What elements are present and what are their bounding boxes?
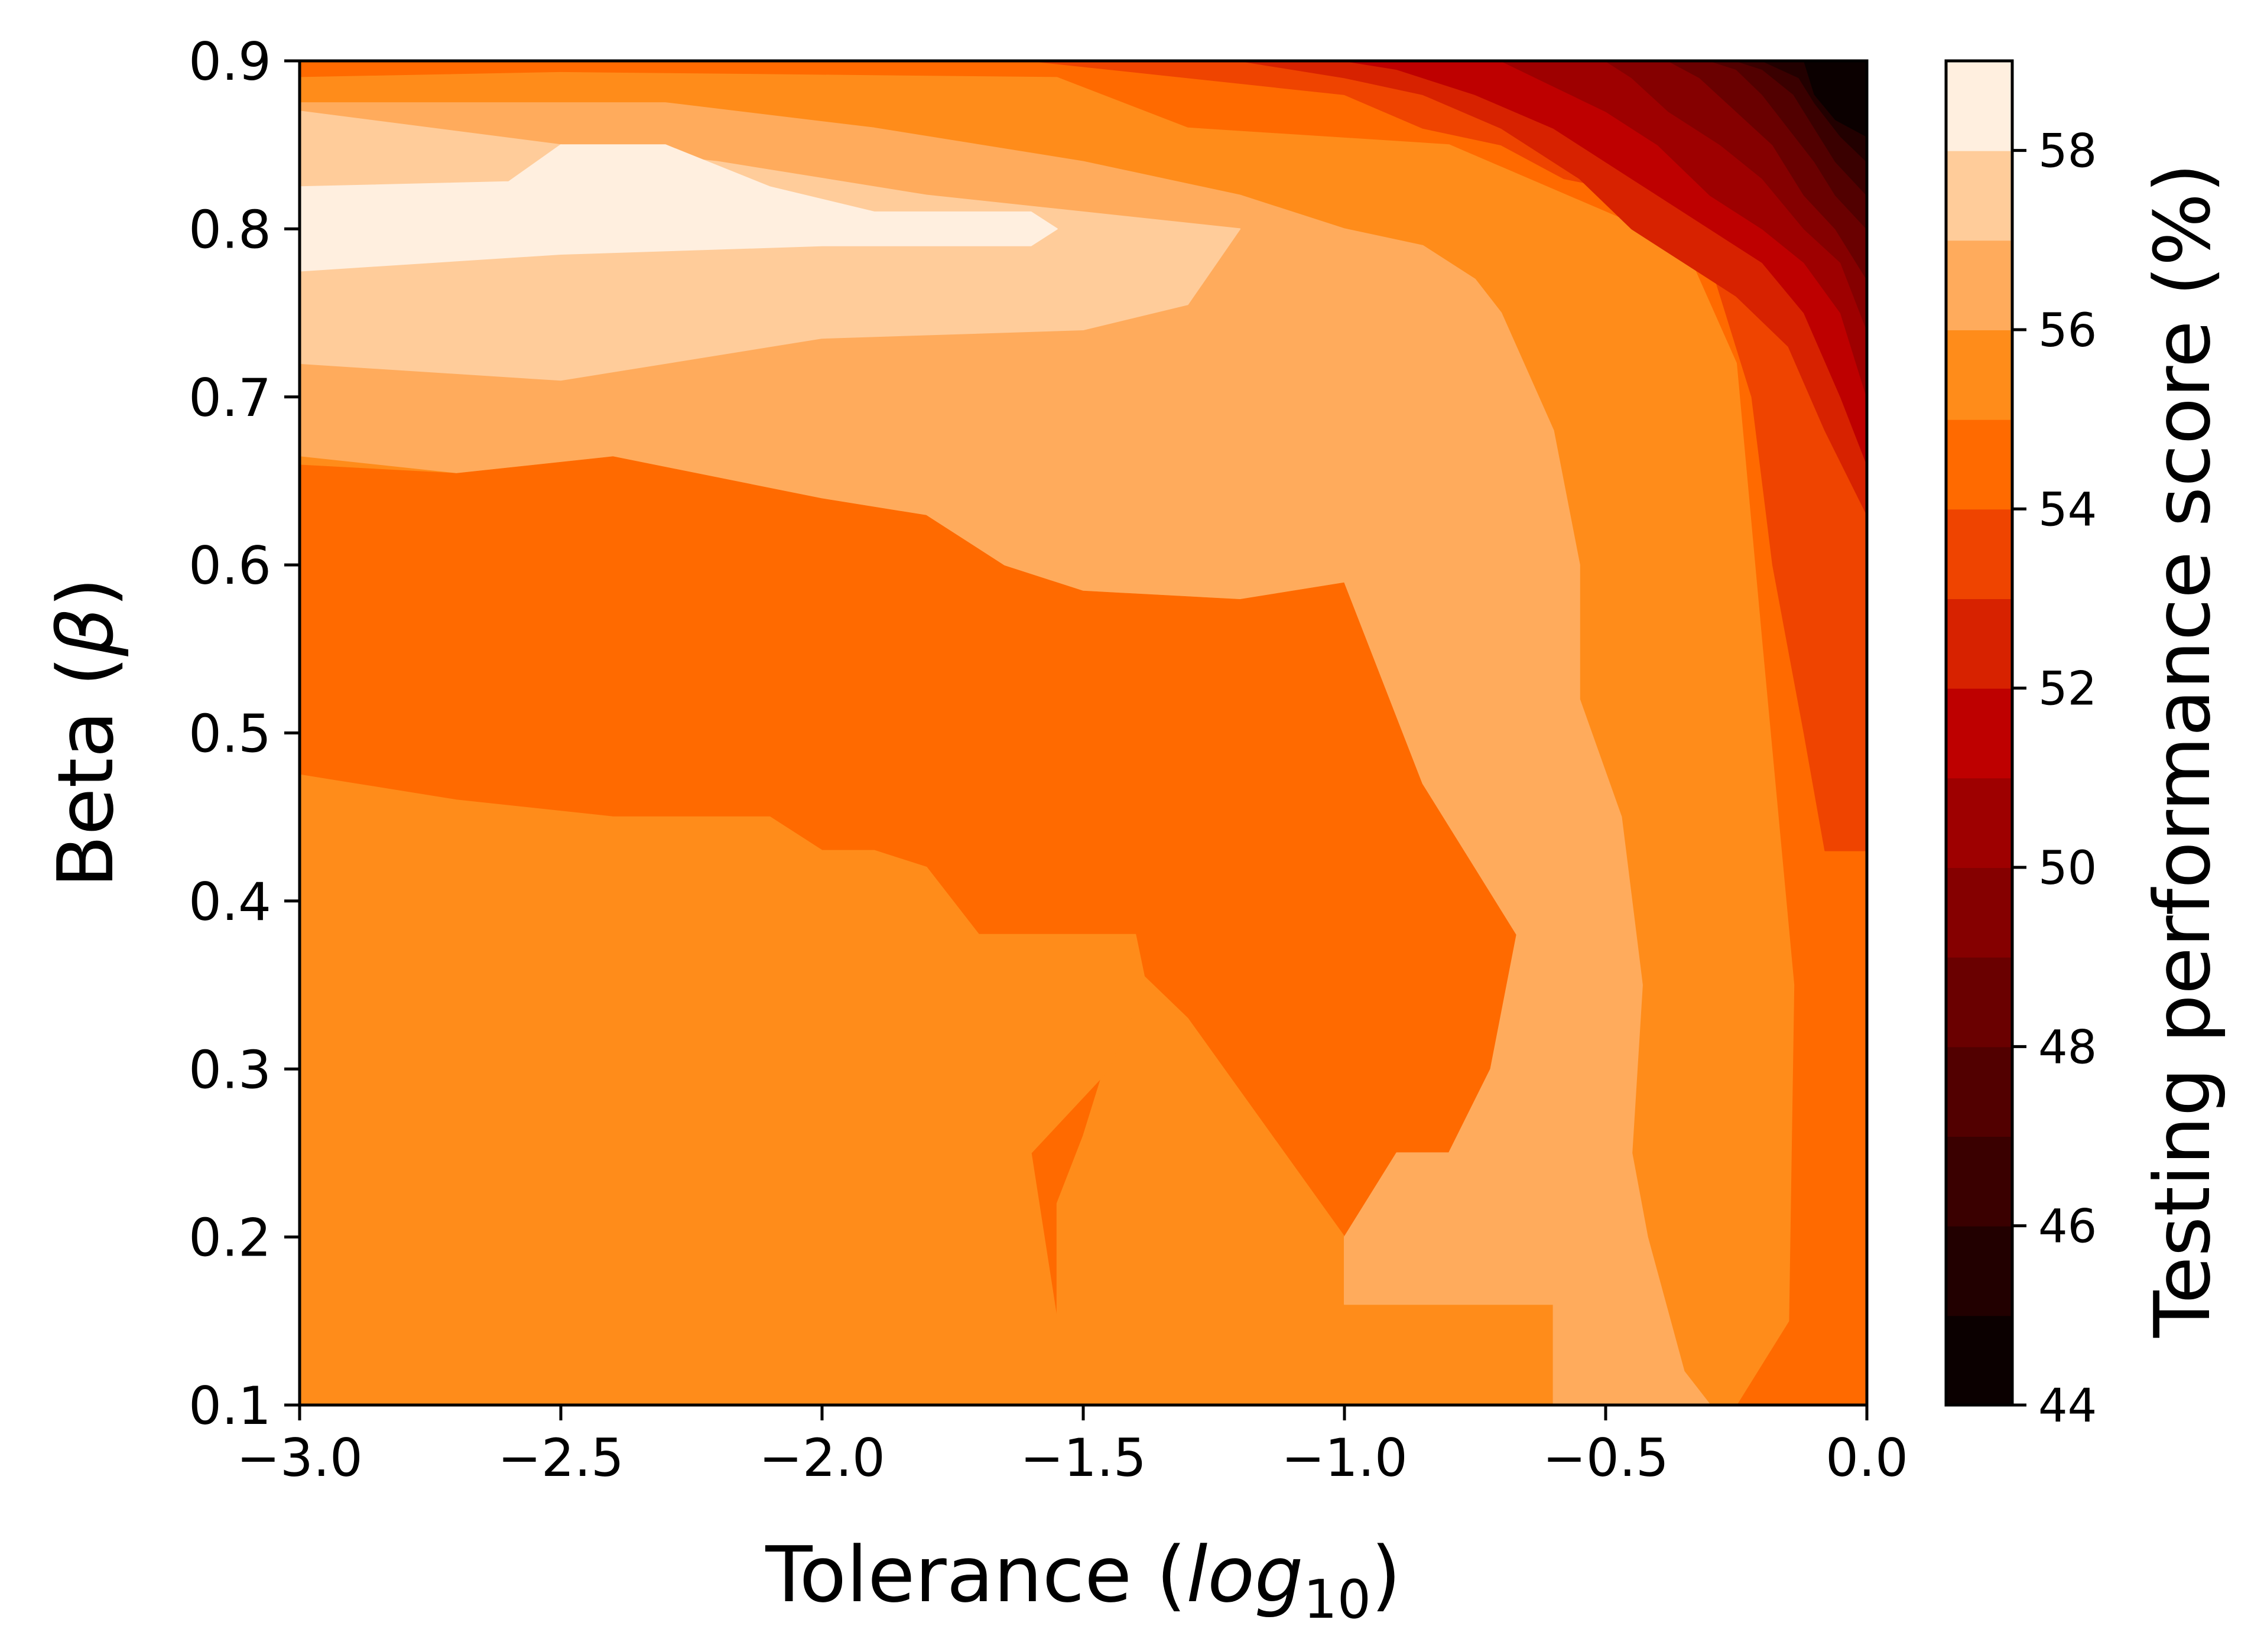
colorbar-segment (1946, 509, 2012, 599)
contour-region-5 (300, 144, 1058, 272)
colorbar-tick-label: 50 (2038, 842, 2097, 895)
y-tick-label: 0.6 (189, 535, 271, 596)
colorbar-tick-label: 48 (2038, 1021, 2097, 1074)
y-tick-label: 0.8 (189, 199, 271, 260)
colorbar-title: Testing performance score (%) (2138, 163, 2227, 1338)
colorbar-segment (1946, 150, 2012, 241)
x-tick-label: −0.5 (1542, 1427, 1669, 1488)
x-axis-title: Tolerance (log10) (765, 1530, 1401, 1631)
colorbar-tick-label: 46 (2038, 1201, 2097, 1254)
colorbar-tick-label: 54 (2038, 483, 2097, 536)
colorbar-segment (1946, 419, 2012, 510)
colorbar-frame (1944, 59, 2014, 1407)
colorbar-segment (1946, 778, 2012, 868)
x-tick-label: −2.0 (759, 1427, 885, 1488)
colorbar-segment (1946, 688, 2012, 779)
y-tick-label: 0.1 (189, 1375, 271, 1436)
colorbar-segment (1946, 1136, 2012, 1227)
colorbar-tick-label: 44 (2038, 1380, 2097, 1433)
x-axis: −3.0 −2.5 −2.0 −1.5 −1.0 −0.5 0.0 (236, 1405, 1908, 1488)
contour-region-2 (300, 774, 1147, 1405)
y-tick-label: 0.2 (189, 1208, 271, 1269)
colorbar-segment (1946, 867, 2012, 958)
colorbar-segment (1946, 61, 2012, 151)
colorbar: 44 46 48 50 52 54 56 58 (1944, 59, 2097, 1433)
colorbar-tick-label: 52 (2038, 663, 2097, 716)
colorbar-tick-label: 58 (2038, 125, 2097, 178)
colorbar-segment (1946, 1225, 2012, 1316)
colorbar-segment (1946, 240, 2012, 330)
colorbar-segment (1946, 1046, 2012, 1137)
contour-region-3 (300, 102, 1711, 1405)
y-tick-label: 0.3 (189, 1039, 271, 1100)
y-tick-label: 0.4 (189, 871, 271, 932)
colorbar-segment (1946, 1315, 2012, 1406)
y-axis-title: Beta (β) (41, 577, 131, 888)
y-tick-label: 0.5 (189, 704, 271, 765)
contour-regions (300, 61, 1867, 1405)
y-axis: 0.1 0.2 0.3 0.4 0.5 0.6 0.7 0.8 0.9 (189, 31, 300, 1436)
y-tick-label: 0.9 (189, 31, 271, 92)
x-tick-label: −2.5 (498, 1427, 624, 1488)
x-tick-label: −3.0 (236, 1427, 363, 1488)
x-tick-label: 0.0 (1826, 1427, 1908, 1488)
colorbar-tick-label: 56 (2038, 304, 2097, 357)
x-tick-label: −1.0 (1281, 1427, 1408, 1488)
y-tick-label: 0.7 (189, 368, 271, 428)
colorbar-segment (1946, 330, 2012, 420)
contour-region-15 (1803, 61, 1867, 137)
colorbar-segment (1946, 599, 2012, 689)
x-tick-label: −1.5 (1020, 1427, 1146, 1488)
colorbar-segment (1946, 957, 2012, 1048)
